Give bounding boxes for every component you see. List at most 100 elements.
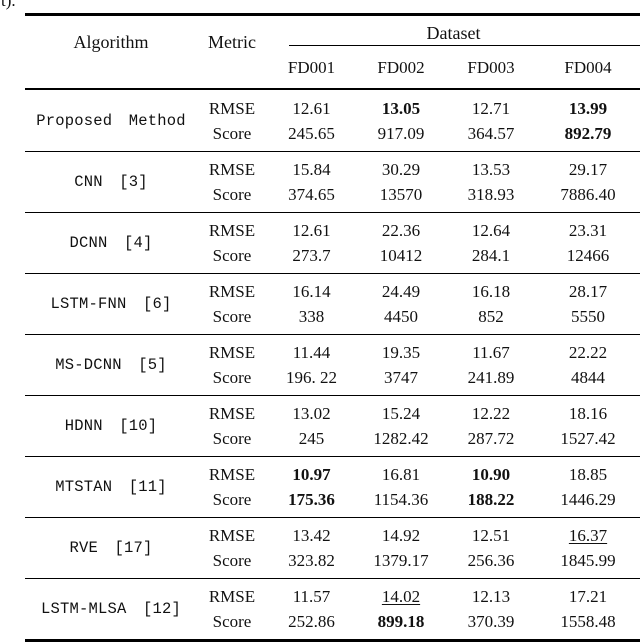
value: 175.36 [288,490,335,509]
value: 23.31 [568,221,608,240]
value: 16.37 [568,526,608,545]
metric-labels-cell: RMSE Score [197,279,267,329]
metric-labels-cell: RMSE Score [197,218,267,268]
page-caption-fragment: t). [1,0,16,10]
results-table: Algorithm Metric Dataset FD001 FD002 FD0… [25,13,640,642]
value: 1282.42 [373,429,429,448]
value: 4844 [571,368,605,387]
value: 5550 [571,307,605,326]
value: 10.97 [292,465,331,484]
value-cell: 12.61 245.65 [267,96,356,146]
value-cell: 12.22 287.72 [446,401,536,451]
value-cell: 22.22 4844 [536,340,640,390]
value: 15.24 [381,404,421,423]
value-cell: 17.21 1558.48 [536,584,640,634]
metric-label: RMSE [208,282,256,301]
table-header: Algorithm Metric Dataset FD001 FD002 FD0… [25,16,640,90]
table-row: LSTM-MLSA [12] RMSE Score 11.57 252.86 14.02 8… [25,578,640,639]
value: 1154.36 [373,490,429,509]
col-group-dataset: Dataset FD001 FD002 FD003 FD004 [267,16,640,88]
value: 12.13 [471,587,511,606]
algorithm-name: DCNN [4] [69,234,153,252]
table-row: RVE [17] RMSE Score 13.42 323.82 14.92 1379.17… [25,517,640,578]
value: 16.18 [471,282,511,301]
metric-labels-cell: RMSE Score [197,96,267,146]
value: 1845.99 [560,551,616,570]
table-row: Proposed Method RMSE Score 12.61 245.65 13.05… [25,90,640,151]
value: 7886.40 [560,185,616,204]
value-cell: 12.64 284.1 [446,218,536,268]
algorithm-name: LSTM-FNN [6] [50,295,172,313]
table-row: MTSTAN [11] RMSE Score 10.97 175.36 16.81 1154… [25,456,640,517]
value: 12.22 [471,404,511,423]
value: 252.86 [288,612,335,631]
value: 245 [298,429,325,448]
value-cell: 24.49 4450 [356,279,446,329]
value: 188.22 [467,490,515,509]
metric-labels-cell: RMSE Score [197,401,267,451]
metric-label: Score [212,551,252,570]
metric-labels-cell: RMSE Score [197,523,267,573]
metric-label: Score [212,490,252,509]
table-row: HDNN [10] RMSE Score 13.02 245 15.24 1282.42 12… [25,395,640,456]
metric-label: Score [212,429,252,448]
value: 1379.17 [373,551,429,570]
metric-label: RMSE [208,587,256,606]
col-header-fd004: FD004 [564,58,612,77]
metric-label: RMSE [208,465,256,484]
value: 11.67 [472,343,510,362]
value: 196. 22 [286,368,337,387]
value: 19.35 [381,343,421,362]
col-group-dataset-label: Dataset [426,23,481,43]
value-cell: 12.13 370.39 [446,584,536,634]
value: 323.82 [288,551,335,570]
value: 318.93 [467,185,515,204]
value: 12.64 [471,221,511,240]
value: 12.61 [292,221,331,240]
metric-label: Score [212,307,252,326]
dataset-cmidrule [289,45,640,46]
metric-label: RMSE [208,526,256,545]
value-cell: 13.53 318.93 [446,157,536,207]
value-cell: 18.85 1446.29 [536,462,640,512]
value: 16.81 [381,465,421,484]
value-cell: 16.81 1154.36 [356,462,446,512]
value-cell: 11.57 252.86 [267,584,356,634]
value: 12.61 [292,98,331,118]
value-cell: 10.97 175.36 [267,462,356,512]
metric-labels-cell: RMSE Score [197,157,267,207]
value-cell: 10.90 188.22 [446,462,536,512]
value-cell: 16.37 1845.99 [536,523,640,573]
value-cell: 13.42 323.82 [267,523,356,573]
value: 24.49 [381,282,421,301]
value: 917.09 [377,123,425,143]
value: 14.92 [381,526,421,545]
col-header-fd002: FD002 [377,58,425,77]
metric-label: RMSE [208,404,256,423]
value: 364.57 [467,123,515,143]
value: 13570 [379,185,423,204]
value: 338 [298,307,325,326]
value: 13.05 [381,98,421,118]
value-cell: 15.84 374.65 [267,157,356,207]
value: 256.36 [467,551,515,570]
metric-label: Score [212,123,252,143]
value: 3747 [384,368,418,387]
value: 374.65 [288,185,335,204]
metric-label: Score [212,368,252,387]
value-cell: 11.67 241.89 [446,340,536,390]
table-body: Proposed Method RMSE Score 12.61 245.65 13.05… [25,90,640,639]
value-cell: 15.24 1282.42 [356,401,446,451]
col-header-metric: Metric [208,32,256,52]
metric-labels-cell: RMSE Score [197,340,267,390]
algorithm-name: Proposed Method [36,111,186,130]
value: 13.02 [292,404,331,423]
table-row: DCNN [4] RMSE Score 12.61 273.7 22.36 10412 12.… [25,212,640,273]
metric-label: RMSE [208,343,256,362]
algorithm-name: LSTM-MLSA [12] [40,600,182,618]
value: 12.51 [471,526,511,545]
value-cell: 16.14 338 [267,279,356,329]
value: 4450 [384,307,418,326]
metric-label: Score [212,246,252,265]
